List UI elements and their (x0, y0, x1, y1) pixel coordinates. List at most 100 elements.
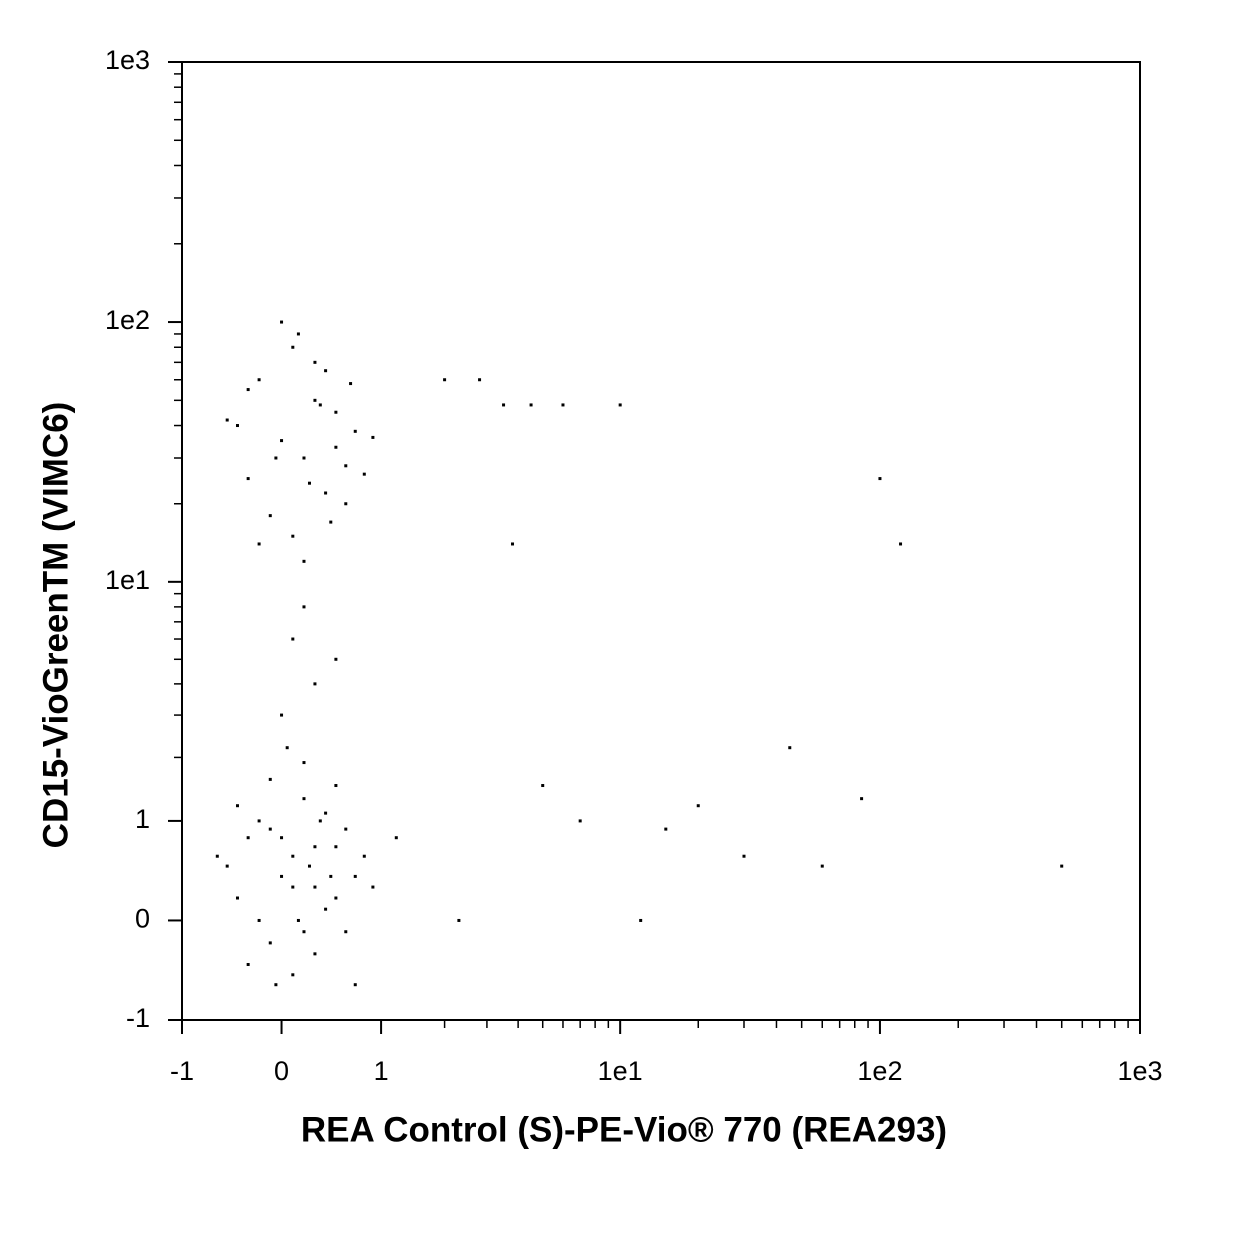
event-dot (362, 472, 366, 476)
y-tick-label: 1 (135, 804, 150, 834)
event-dot (268, 827, 272, 831)
event-dot (696, 804, 700, 808)
event-dot (371, 885, 375, 889)
event-dot (511, 542, 515, 546)
event-dot (302, 559, 306, 563)
event-dot (257, 542, 261, 546)
event-dot (443, 378, 447, 382)
event-dot (334, 410, 338, 414)
event-dot (246, 836, 250, 840)
event-dot (334, 445, 338, 449)
event-dot (302, 761, 306, 765)
event-dot (742, 854, 746, 858)
x-tick-label: 1e1 (598, 1056, 643, 1086)
y-axis-title: CD15-VioGreenTM (VIMC6) (36, 402, 75, 849)
event-dot (307, 864, 311, 868)
event-dot (334, 784, 338, 788)
event-dot (268, 777, 272, 781)
event-dot (225, 864, 229, 868)
event-dot (639, 918, 643, 922)
event-dot (457, 918, 461, 922)
event-dot (329, 874, 333, 878)
y-tick-label: 1e3 (105, 45, 150, 75)
event-dot (313, 360, 317, 364)
event-dot (561, 403, 565, 407)
event-dot (280, 439, 284, 443)
event-dot (334, 896, 338, 900)
event-dot (334, 845, 338, 849)
event-dot (344, 930, 348, 934)
event-dot (291, 885, 295, 889)
event-dot (618, 403, 622, 407)
event-dot (529, 403, 533, 407)
event-dot (291, 637, 295, 641)
event-dot (246, 388, 250, 392)
event-dot (291, 534, 295, 538)
event-dot (324, 491, 328, 495)
event-dot (257, 918, 261, 922)
event-dot (291, 973, 295, 977)
event-dot (296, 918, 300, 922)
event-dot (302, 605, 306, 609)
event-dot (349, 382, 353, 386)
x-tick-label: 1e2 (857, 1056, 902, 1086)
event-dot (371, 435, 375, 439)
x-tick-label: 1e3 (1117, 1056, 1162, 1086)
y-tick-label: 1e1 (105, 565, 150, 595)
event-dot (302, 930, 306, 934)
event-dot (318, 819, 322, 823)
event-dot (334, 657, 338, 661)
event-dot (394, 836, 398, 840)
event-dot (215, 854, 219, 858)
event-dot (664, 827, 668, 831)
event-dot (353, 983, 357, 987)
event-dot (344, 827, 348, 831)
event-dot (353, 429, 357, 433)
event-dot (344, 464, 348, 468)
event-dot (324, 907, 328, 911)
x-tick-label: 0 (274, 1056, 289, 1086)
event-dot (362, 854, 366, 858)
event-dot (318, 403, 322, 407)
event-dot (291, 345, 295, 349)
x-tick-label: 1 (374, 1056, 389, 1086)
event-dot (257, 378, 261, 382)
event-dot (302, 797, 306, 801)
event-dot (502, 403, 506, 407)
event-dot (296, 332, 300, 336)
y-tick-label: 0 (135, 904, 150, 934)
event-dot (280, 836, 284, 840)
event-dot (268, 941, 272, 945)
event-dot (280, 320, 284, 324)
event-dot (257, 819, 261, 823)
event-dot (329, 520, 333, 524)
event-dot (246, 963, 250, 967)
event-dot (788, 746, 792, 750)
event-dot (313, 885, 317, 889)
event-dot (324, 369, 328, 373)
event-dot (274, 983, 278, 987)
event-dot (307, 481, 311, 485)
y-tick-label: -1 (126, 1003, 150, 1033)
x-axis-title: REA Control (S)-PE-Vio® 770 (REA293) (301, 1110, 947, 1149)
event-dot (291, 854, 295, 858)
event-dot (313, 398, 317, 402)
event-dot (285, 746, 289, 750)
event-dot (878, 477, 882, 481)
event-dot (313, 845, 317, 849)
event-dot (541, 784, 545, 788)
event-dot (246, 477, 250, 481)
event-dot (274, 456, 278, 460)
event-dot (313, 682, 317, 686)
event-dot (353, 874, 357, 878)
event-dot (324, 811, 328, 815)
x-tick-label: -1 (170, 1056, 194, 1086)
plot-frame (181, 61, 1141, 1021)
event-dot (268, 514, 272, 518)
y-tick-label: 1e2 (105, 305, 150, 335)
event-dot (280, 713, 284, 717)
event-dot (820, 864, 824, 868)
event-dot (478, 378, 482, 382)
